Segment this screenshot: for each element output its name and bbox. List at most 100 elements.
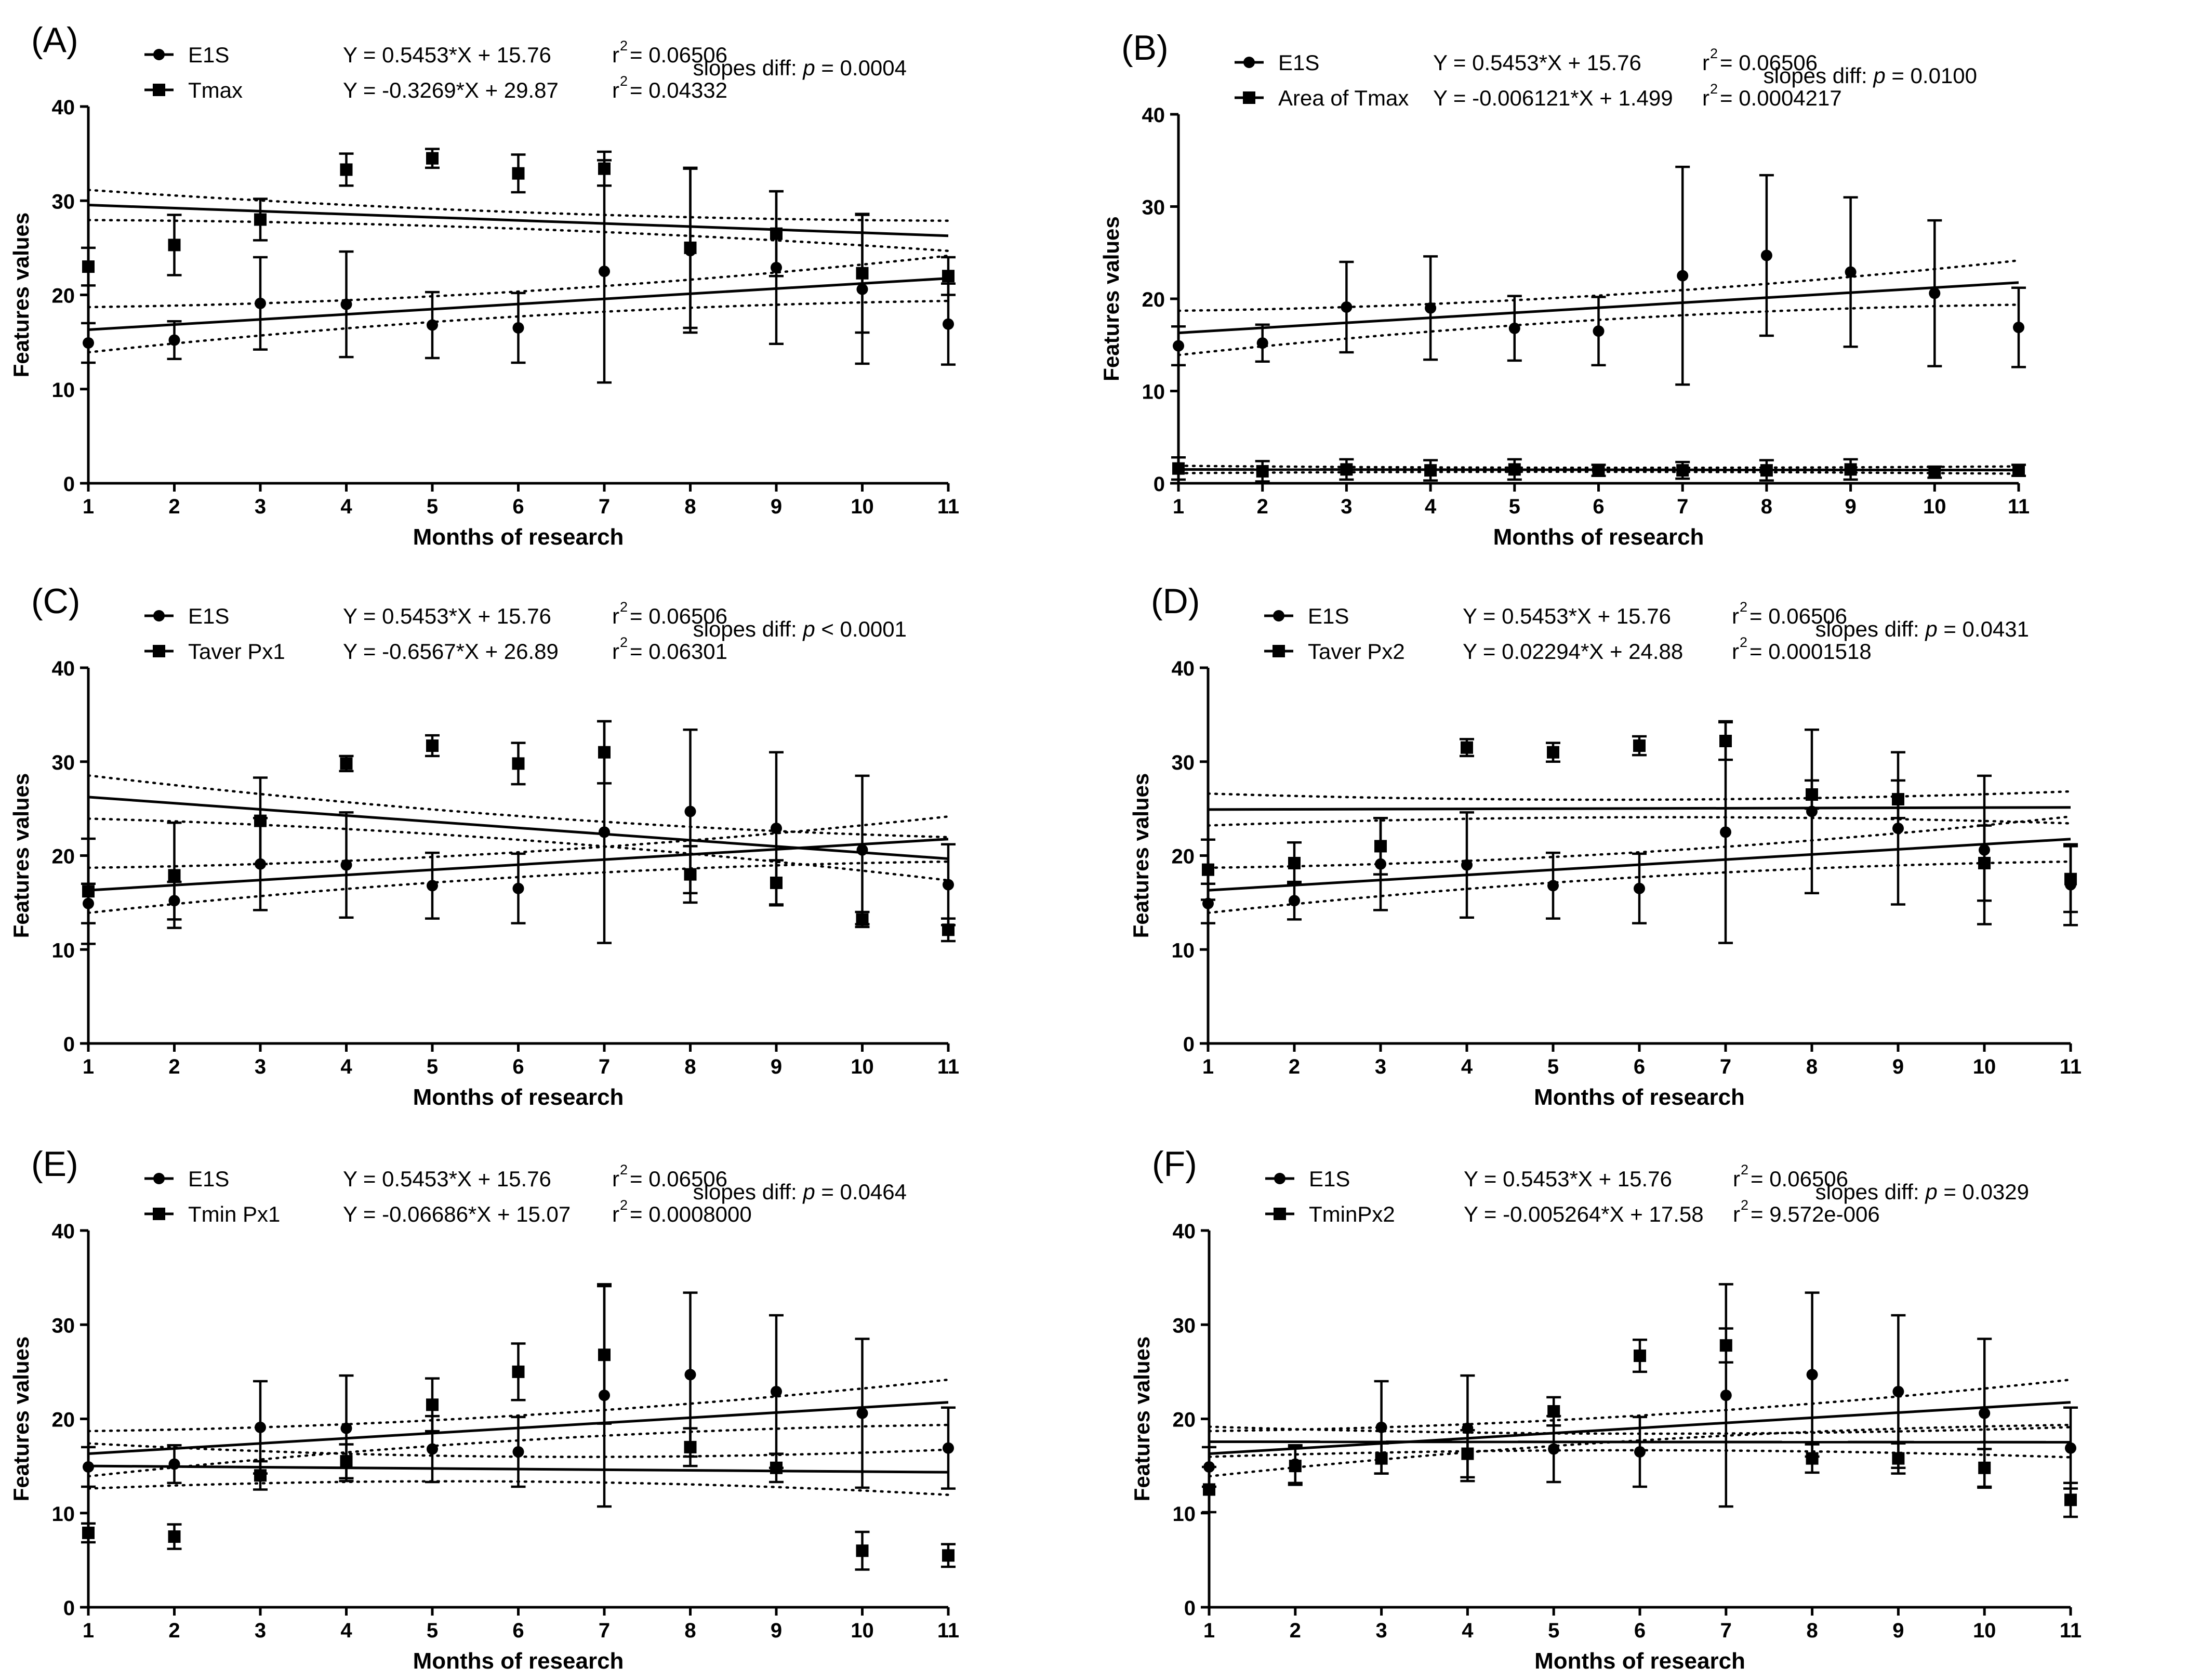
data-point-square <box>340 1455 353 1468</box>
x-tick-label: 8 <box>684 1619 696 1642</box>
data-point-circle <box>340 1422 352 1434</box>
legend-series-name: E1S <box>1309 1167 1350 1191</box>
x-tick-label: 6 <box>1593 495 1604 518</box>
legend-r2-label: r <box>612 1167 619 1191</box>
confidence-band-upper <box>87 254 950 309</box>
y-tick-label: 40 <box>52 96 75 119</box>
y-tick-label: 0 <box>1183 1033 1195 1056</box>
legend-r2-value: = 9.572e-006 <box>1751 1202 1880 1226</box>
data-point-square <box>856 913 869 926</box>
data-point-square <box>598 746 611 759</box>
confidence-band-upper <box>87 774 950 839</box>
slopes-diff-value: = 0.0004 <box>815 56 907 80</box>
data-point-square <box>1634 1350 1646 1362</box>
legend-equation: Y = 0.5453*X + 15.76 <box>343 1167 551 1191</box>
y-axis-label: Features values <box>9 1337 33 1502</box>
x-tick-label: 2 <box>168 1619 180 1642</box>
x-tick-label: 1 <box>83 1055 94 1078</box>
legend-r2-value: = 0.0004217 <box>1720 86 1842 110</box>
data-point-square <box>1288 856 1301 869</box>
data-point-square <box>1760 464 1773 477</box>
x-tick-label: 2 <box>1290 1619 1301 1642</box>
legend-series-name: E1S <box>1308 604 1349 628</box>
x-tick-label: 3 <box>255 1619 266 1642</box>
x-tick-label: 9 <box>1892 1619 1904 1642</box>
confidence-band-upper <box>1208 1378 2072 1433</box>
data-point-square <box>340 163 353 176</box>
x-axis-label: Months of research <box>1534 1648 1745 1674</box>
x-tick-label: 1 <box>83 1619 94 1642</box>
data-point-circle <box>1173 340 1184 352</box>
x-tick-label: 3 <box>255 495 266 518</box>
legend-series-name: Taver Px2 <box>1308 639 1405 664</box>
legend-series-name: E1S <box>1278 50 1319 75</box>
legend-r2-superscript: 2 <box>1710 46 1718 61</box>
data-point-circle <box>1892 1385 1904 1397</box>
legend-r2-value: = 0.06506 <box>1751 1167 1848 1191</box>
data-point-circle <box>1720 1390 1732 1401</box>
slopes-diff-annotation: slopes diff: p = 0.0004 <box>693 56 907 80</box>
x-tick-label: 4 <box>1425 495 1437 518</box>
x-axis-label: Months of research <box>1493 524 1704 550</box>
chart-panel: (C) 0 10 20 30 40 1 2 3 4 5 6 7 8 9 10 11 Months of resea… <box>9 581 959 1110</box>
data-point-square <box>942 923 955 936</box>
slopes-diff-p-symbol: p <box>802 617 815 641</box>
y-tick-label: 20 <box>52 285 75 308</box>
x-tick-label: 6 <box>512 1619 524 1642</box>
data-point-circle <box>1547 880 1559 892</box>
regression-line <box>88 796 949 861</box>
slopes-diff-annotation: slopes diff: p = 0.0100 <box>1764 63 1977 88</box>
y-tick-label: 0 <box>1184 1597 1196 1620</box>
slopes-diff-annotation: slopes diff: p = 0.0464 <box>693 1180 907 1204</box>
data-point-square <box>254 1469 267 1482</box>
x-tick-label: 11 <box>937 495 959 518</box>
x-tick-label: 6 <box>1634 1619 1646 1642</box>
x-tick-label: 9 <box>771 1055 782 1078</box>
legend-series-name: Taver Px1 <box>188 639 285 664</box>
data-point-circle <box>771 1385 782 1397</box>
data-point-square <box>426 1398 439 1411</box>
data-point-square <box>1202 863 1214 876</box>
panel-label: (D) <box>1151 581 1200 621</box>
y-tick-label: 40 <box>1172 657 1195 680</box>
confidence-band-lower <box>1208 1423 2072 1478</box>
data-point-square <box>1461 1447 1474 1460</box>
x-tick-label: 10 <box>851 495 874 518</box>
data-point-square <box>254 814 267 827</box>
data-point-square <box>1806 788 1818 801</box>
legend-equation: Y = -0.06686*X + 15.07 <box>343 1202 571 1226</box>
legend-marker-square <box>153 645 165 657</box>
x-tick-label: 4 <box>340 495 352 518</box>
data-point-square <box>1375 1452 1388 1465</box>
x-tick-label: 2 <box>168 1055 180 1078</box>
slopes-diff-prefix: slopes diff: <box>1815 617 1926 641</box>
data-point-square <box>512 757 525 770</box>
confidence-band-upper <box>87 815 950 869</box>
data-point-circle <box>599 826 610 838</box>
data-point-circle <box>1461 859 1473 871</box>
data-point-square <box>942 1549 955 1562</box>
data-point-square <box>1844 463 1857 476</box>
x-tick-label: 10 <box>1973 1619 1996 1642</box>
data-point-square <box>1892 793 1904 806</box>
data-point-square <box>942 270 955 283</box>
slopes-diff-prefix: slopes diff: <box>1815 1180 1926 1204</box>
data-point-circle <box>168 1458 180 1470</box>
y-tick-label: 20 <box>52 1409 75 1432</box>
data-point-circle <box>943 1442 954 1454</box>
data-point-circle <box>83 337 94 349</box>
regression-line <box>88 204 949 237</box>
x-tick-label: 11 <box>2060 1055 2082 1078</box>
data-point-square <box>2064 1493 2077 1506</box>
legend-r2-superscript: 2 <box>620 38 628 54</box>
y-tick-label: 0 <box>63 1033 75 1056</box>
data-point-square <box>1547 746 1559 759</box>
data-point-square <box>2064 872 2077 885</box>
legend-equation: Y = 0.5453*X + 15.76 <box>343 604 551 628</box>
legend-equation: Y = -0.005264*X + 17.58 <box>1464 1202 1704 1226</box>
data-point-circle <box>427 1443 438 1455</box>
legend-r2-label: r <box>612 43 619 67</box>
data-point-square <box>426 739 439 752</box>
y-tick-label: 20 <box>1142 288 1165 311</box>
x-tick-label: 8 <box>684 495 696 518</box>
